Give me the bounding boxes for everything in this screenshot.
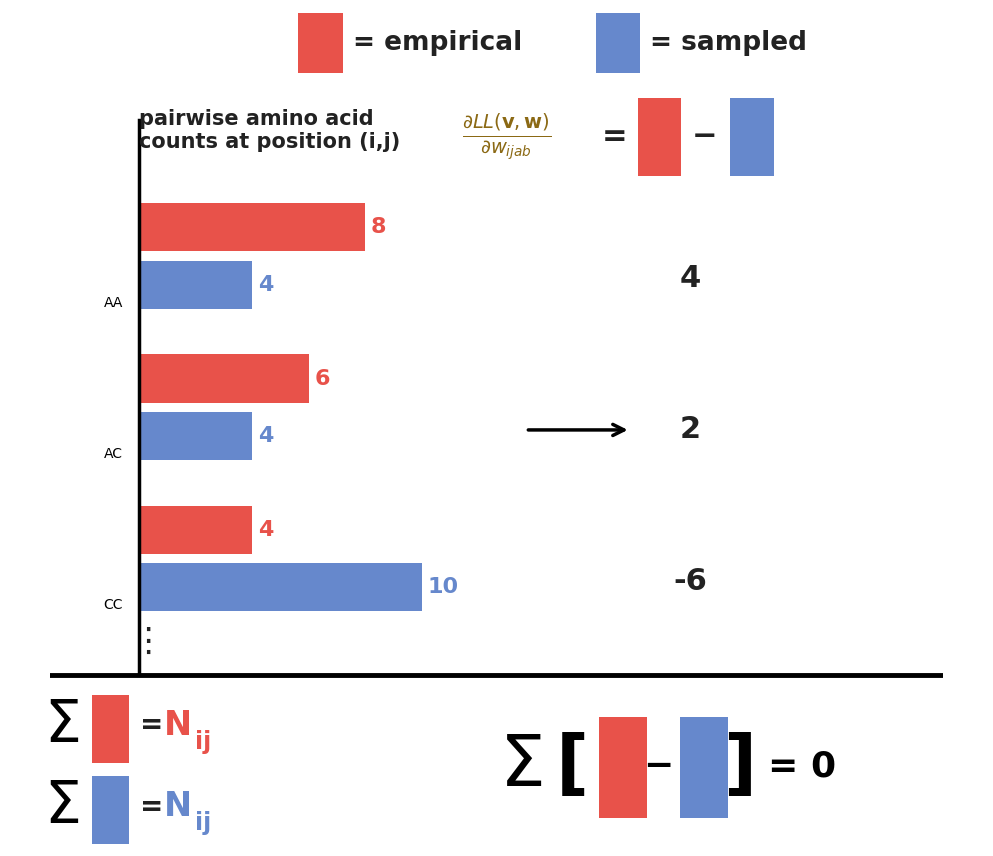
- Text: = 0: = 0: [769, 749, 836, 783]
- Text: 4: 4: [679, 265, 700, 293]
- Text: = sampled: = sampled: [650, 30, 807, 56]
- Text: =: =: [140, 793, 173, 821]
- Text: −: −: [643, 749, 673, 783]
- Text: 6: 6: [314, 368, 330, 389]
- Text: N: N: [164, 709, 193, 742]
- Text: ⋮: ⋮: [131, 625, 164, 658]
- Text: 4: 4: [258, 520, 273, 540]
- Text: =: =: [140, 711, 173, 740]
- Text: 2: 2: [679, 415, 700, 444]
- Text: $\Sigma$: $\Sigma$: [44, 778, 79, 835]
- Text: [: [: [556, 732, 589, 800]
- Text: 4: 4: [258, 426, 273, 446]
- Text: −: −: [692, 122, 717, 152]
- Bar: [731, 98, 775, 176]
- Bar: [139, 203, 365, 252]
- Bar: [139, 260, 252, 309]
- Bar: [139, 563, 422, 611]
- Text: $\Sigma$: $\Sigma$: [44, 697, 79, 754]
- Text: = empirical: = empirical: [353, 30, 521, 56]
- Text: pairwise amino acid
counts at position (i,j): pairwise amino acid counts at position (…: [139, 109, 400, 152]
- Text: ]: ]: [723, 732, 756, 800]
- Text: ij: ij: [195, 729, 212, 754]
- Bar: [680, 717, 728, 818]
- Bar: [92, 694, 129, 763]
- Text: N: N: [164, 790, 193, 823]
- Bar: [139, 354, 309, 402]
- Text: 8: 8: [370, 217, 386, 237]
- Text: $\frac{\partial LL(\mathbf{v},\mathbf{w})}{\partial w_{ijab}}$: $\frac{\partial LL(\mathbf{v},\mathbf{w}…: [462, 111, 551, 163]
- Text: -6: -6: [673, 567, 707, 596]
- Text: 4: 4: [258, 275, 273, 294]
- Bar: [596, 13, 640, 73]
- Bar: [139, 412, 252, 461]
- Bar: [92, 776, 129, 844]
- Text: =: =: [602, 122, 627, 152]
- Text: ij: ij: [195, 811, 212, 835]
- Bar: [139, 506, 252, 554]
- Bar: [298, 13, 343, 73]
- Bar: [638, 98, 681, 176]
- Text: 10: 10: [427, 577, 459, 597]
- Bar: [599, 717, 646, 818]
- Text: $\Sigma$: $\Sigma$: [498, 732, 542, 800]
